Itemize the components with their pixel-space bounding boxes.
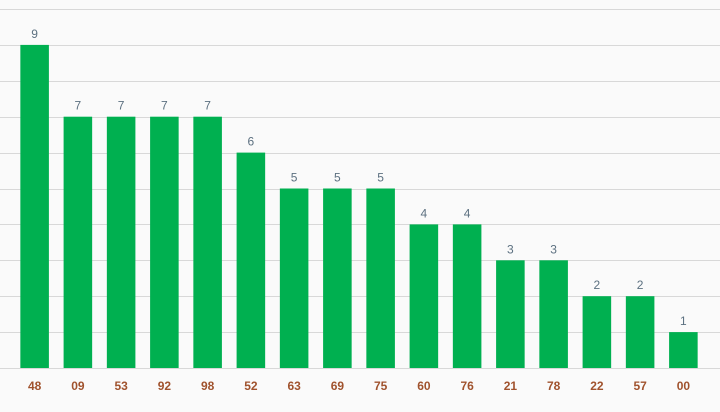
data-labels: 9 7 7 7 7 6 5 5 5 4 4 3 3 2 2 1 [31,27,687,328]
bar-53[interactable] [106,116,136,368]
data-label-60: 4 [421,206,428,220]
data-label-52: 6 [248,135,255,149]
bar-57[interactable] [625,296,655,368]
data-label-78: 3 [550,242,557,256]
x-tick-label-98: 98 [201,379,215,393]
x-tick-label-69: 69 [331,379,345,393]
data-label-22: 2 [594,278,601,292]
data-label-48: 9 [31,27,38,41]
data-label-21: 3 [507,242,514,256]
x-tick-label-76: 76 [460,379,474,393]
bar-76[interactable] [452,224,482,368]
bar-48[interactable] [20,44,49,369]
bar-63[interactable] [279,188,309,369]
bar-78[interactable] [539,260,568,368]
x-tick-label-09: 09 [71,379,85,393]
data-label-76: 4 [464,206,471,220]
data-label-92: 7 [161,99,168,113]
bar-75[interactable] [366,188,395,369]
data-label-69: 5 [334,171,341,185]
bar-60[interactable] [409,224,439,368]
x-tick-label-52: 52 [244,379,258,393]
bar-22[interactable] [582,296,612,368]
x-tick-label-22: 22 [590,379,604,393]
bar-00[interactable] [669,332,698,368]
bar-69[interactable] [323,188,352,369]
data-label-57: 2 [637,278,644,292]
bar-52[interactable] [236,152,266,368]
data-label-75: 5 [377,171,384,185]
data-label-09: 7 [75,99,82,113]
bar-98[interactable] [193,116,222,368]
x-tick-label-78: 78 [547,379,561,393]
x-tick-label-92: 92 [158,379,172,393]
data-label-63: 5 [291,171,298,185]
x-tick-label-75: 75 [374,379,388,393]
data-label-53: 7 [118,99,125,113]
bar-92[interactable] [150,116,179,368]
bar-21[interactable] [496,260,525,368]
x-tick-label-53: 53 [114,379,128,393]
x-tick-label-48: 48 [28,379,42,393]
x-tick-label-21: 21 [504,379,518,393]
x-tick-label-63: 63 [287,379,301,393]
data-label-00: 1 [680,314,687,328]
x-tick-label-60: 60 [417,379,431,393]
x-tick-label-57: 57 [633,379,647,393]
data-label-98: 7 [204,99,211,113]
x-axis-tick-labels: 48 09 53 92 98 52 63 69 75 60 76 21 78 22 57 00 [28,379,690,393]
bar-09[interactable] [63,116,93,368]
bars [20,44,698,369]
x-tick-label-00: 00 [677,379,691,393]
